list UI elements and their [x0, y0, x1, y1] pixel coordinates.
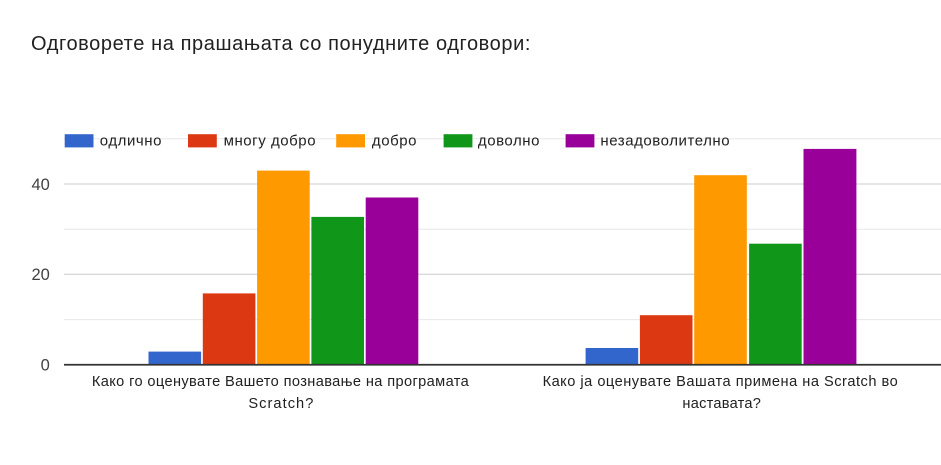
- svg-text:20: 20: [31, 266, 49, 284]
- svg-text:одлично: одлично: [100, 133, 162, 150]
- svg-text:Како ја оценувате Вашата приме: Како ја оценувате Вашата примена на Scra…: [543, 374, 899, 390]
- svg-text:многу добро: многу добро: [224, 133, 317, 150]
- svg-text:доволно: доволно: [478, 133, 540, 150]
- svg-text:Одговорете на прашањата со пон: Одговорете на прашањата со понудните одг…: [31, 33, 531, 55]
- svg-text:Scratch?: Scratch?: [248, 396, 314, 412]
- svg-text:добро: добро: [372, 133, 417, 150]
- svg-text:наставата?: наставата?: [682, 396, 761, 412]
- svg-text:незадоволително: незадоволително: [600, 133, 730, 150]
- svg-text:0: 0: [41, 357, 50, 375]
- svg-text:Како го оценувате Вашето позна: Како го оценувате Вашето познавање на пр…: [92, 374, 470, 390]
- svg-text:40: 40: [31, 176, 49, 194]
